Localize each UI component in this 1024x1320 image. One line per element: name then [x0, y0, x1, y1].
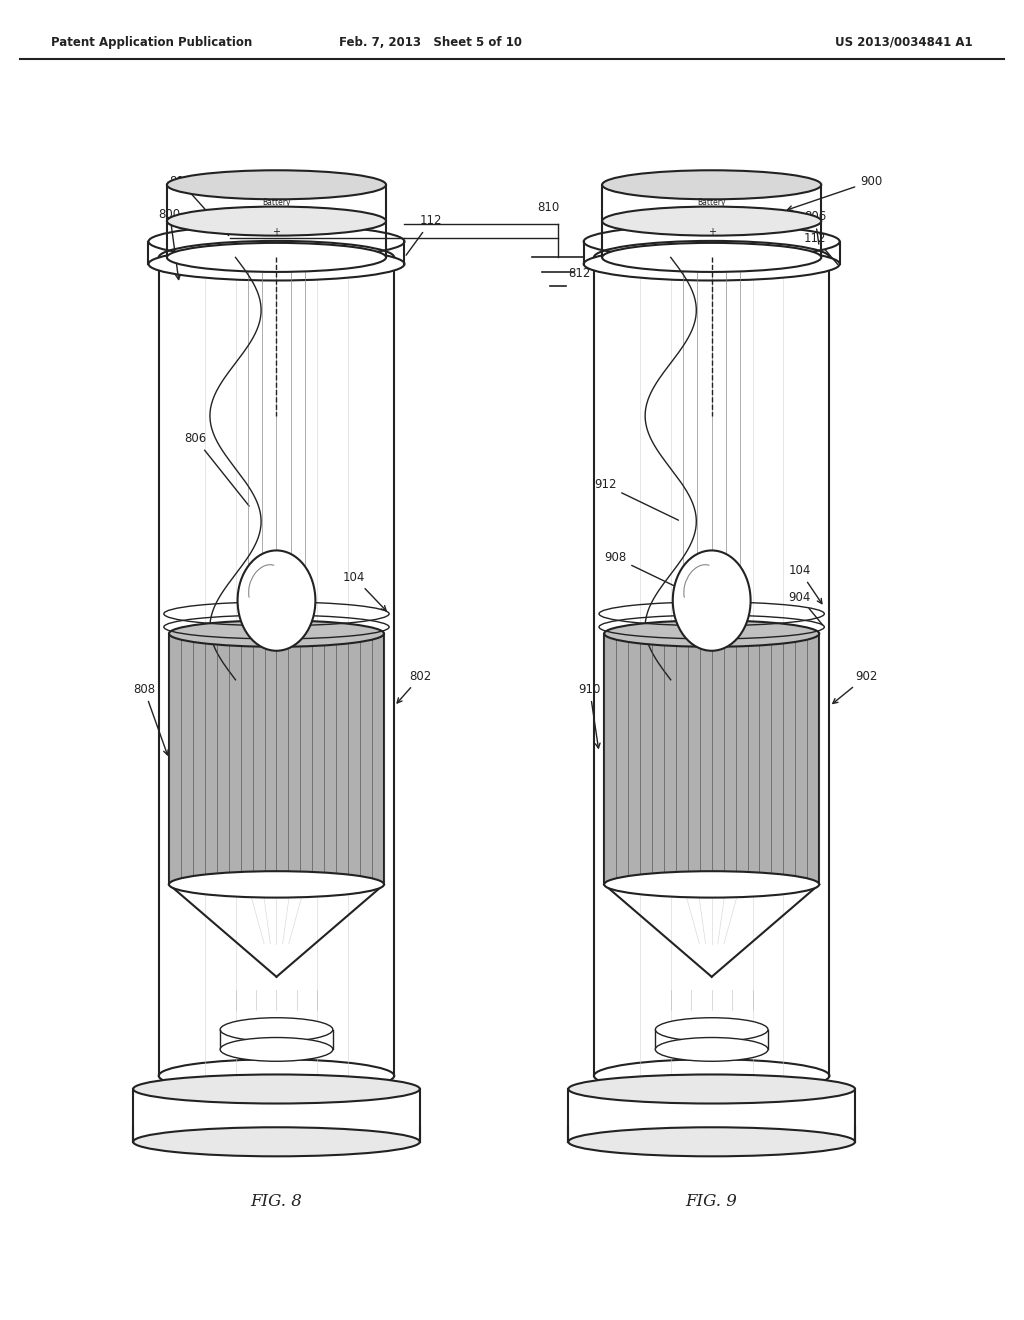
- Text: FIG. 9: FIG. 9: [686, 1193, 737, 1209]
- Text: FIG. 8: FIG. 8: [251, 1193, 302, 1209]
- Circle shape: [238, 550, 315, 651]
- Text: 112: 112: [804, 231, 838, 264]
- Text: 806: 806: [184, 432, 249, 506]
- Text: Battery: Battery: [262, 198, 291, 207]
- Text: 910: 910: [579, 682, 601, 748]
- Ellipse shape: [568, 1074, 855, 1104]
- Text: 812: 812: [568, 267, 591, 280]
- Text: 900: 900: [787, 174, 883, 210]
- Text: 800: 800: [159, 207, 181, 280]
- Text: 112: 112: [407, 214, 442, 255]
- Text: Feb. 7, 2013   Sheet 5 of 10: Feb. 7, 2013 Sheet 5 of 10: [339, 36, 521, 49]
- Ellipse shape: [568, 1127, 855, 1156]
- Text: +: +: [708, 227, 716, 238]
- Text: Battery: Battery: [697, 198, 726, 207]
- Ellipse shape: [602, 206, 821, 235]
- Ellipse shape: [602, 243, 821, 272]
- Ellipse shape: [604, 871, 819, 898]
- Ellipse shape: [604, 620, 819, 647]
- Text: 904: 904: [788, 590, 822, 624]
- Ellipse shape: [602, 170, 821, 199]
- Ellipse shape: [133, 1127, 420, 1156]
- Ellipse shape: [167, 243, 386, 272]
- FancyBboxPatch shape: [169, 634, 384, 884]
- Text: 902: 902: [833, 669, 878, 704]
- Text: 104: 104: [343, 570, 386, 611]
- Text: Patent Application Publication: Patent Application Publication: [51, 36, 253, 49]
- Circle shape: [673, 550, 751, 651]
- Ellipse shape: [133, 1074, 420, 1104]
- Ellipse shape: [584, 248, 840, 281]
- Text: 808: 808: [133, 682, 168, 755]
- Ellipse shape: [655, 1018, 768, 1041]
- Text: +: +: [272, 227, 281, 238]
- Text: 802: 802: [397, 669, 432, 704]
- Ellipse shape: [220, 1038, 333, 1061]
- Ellipse shape: [655, 1038, 768, 1061]
- Ellipse shape: [167, 206, 386, 235]
- Text: US 2013/0034841 A1: US 2013/0034841 A1: [836, 36, 973, 49]
- Text: 912: 912: [594, 478, 679, 520]
- Ellipse shape: [148, 248, 404, 281]
- Ellipse shape: [169, 620, 384, 647]
- Ellipse shape: [220, 1018, 333, 1041]
- Ellipse shape: [167, 170, 386, 199]
- Text: 806: 806: [804, 210, 826, 244]
- Text: 804: 804: [169, 174, 228, 235]
- Text: 810: 810: [538, 201, 560, 214]
- Text: 104: 104: [788, 564, 822, 603]
- FancyBboxPatch shape: [604, 634, 819, 884]
- Text: 908: 908: [604, 550, 689, 593]
- Ellipse shape: [169, 871, 384, 898]
